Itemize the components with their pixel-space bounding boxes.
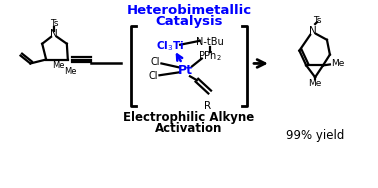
Text: Heterobimetallic: Heterobimetallic: [126, 4, 252, 17]
Text: 99% yield: 99% yield: [286, 130, 344, 143]
Text: N-tBu: N-tBu: [196, 37, 223, 47]
Text: Ts: Ts: [313, 16, 321, 25]
Text: Pt: Pt: [178, 64, 192, 77]
Text: Me: Me: [331, 59, 344, 68]
Text: Cl$_3$Ti: Cl$_3$Ti: [156, 39, 184, 53]
Text: PPh$_2$: PPh$_2$: [198, 50, 222, 64]
Text: Me: Me: [52, 61, 65, 70]
Text: R: R: [204, 101, 211, 111]
Text: N: N: [50, 29, 58, 39]
Text: Cl: Cl: [151, 58, 160, 67]
Text: Catalysis: Catalysis: [155, 15, 223, 28]
Text: Me: Me: [308, 79, 322, 88]
Text: N: N: [309, 26, 317, 36]
Text: Me: Me: [65, 67, 77, 76]
Text: Activation: Activation: [155, 122, 223, 135]
Text: Cl: Cl: [149, 71, 158, 81]
Text: Ts: Ts: [50, 19, 58, 28]
Text: Electrophilic Alkyne: Electrophilic Alkyne: [123, 111, 255, 124]
